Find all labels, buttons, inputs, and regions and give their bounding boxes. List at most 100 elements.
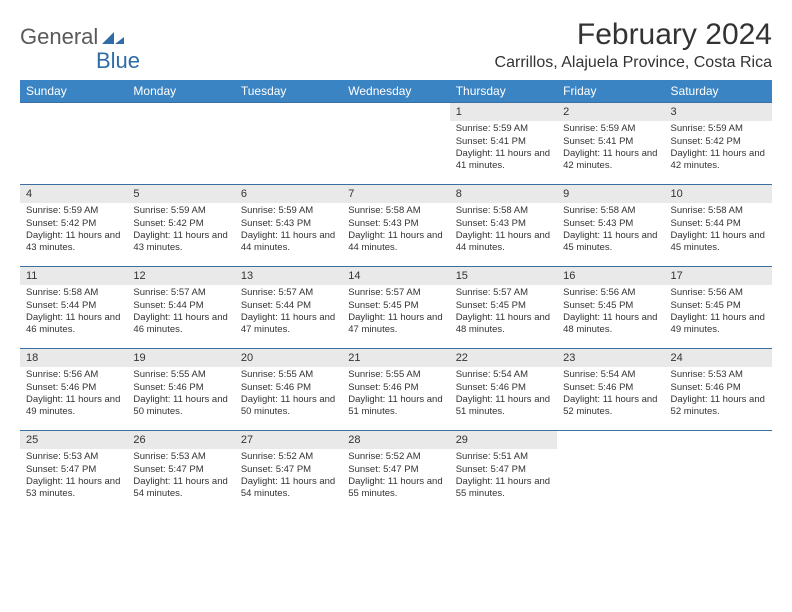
sunrise-line: Sunrise: 5:55 AM xyxy=(133,369,228,381)
sunset-line: Sunset: 5:43 PM xyxy=(456,218,551,230)
day-number: 27 xyxy=(235,431,342,449)
sunset-line: Sunset: 5:47 PM xyxy=(456,464,551,476)
daylight-line: Daylight: 11 hours and 51 minutes. xyxy=(456,394,551,419)
daylight-line: Daylight: 11 hours and 55 minutes. xyxy=(348,476,443,501)
calendar-table: SundayMondayTuesdayWednesdayThursdayFrid… xyxy=(20,80,772,513)
day-details: Sunrise: 5:54 AMSunset: 5:46 PMDaylight:… xyxy=(450,367,557,422)
weekday-header: Thursday xyxy=(450,80,557,103)
calendar-day-cell xyxy=(342,103,449,185)
day-number: 23 xyxy=(557,349,664,367)
calendar-day-cell: 23Sunrise: 5:54 AMSunset: 5:46 PMDayligh… xyxy=(557,349,664,431)
calendar-day-cell: 22Sunrise: 5:54 AMSunset: 5:46 PMDayligh… xyxy=(450,349,557,431)
daylight-line: Daylight: 11 hours and 44 minutes. xyxy=(348,230,443,255)
daylight-line: Daylight: 11 hours and 47 minutes. xyxy=(241,312,336,337)
sunrise-line: Sunrise: 5:56 AM xyxy=(671,287,766,299)
day-number: 24 xyxy=(665,349,772,367)
daylight-line: Daylight: 11 hours and 49 minutes. xyxy=(671,312,766,337)
sunrise-line: Sunrise: 5:52 AM xyxy=(348,451,443,463)
day-number: 17 xyxy=(665,267,772,285)
calendar-day-cell: 16Sunrise: 5:56 AMSunset: 5:45 PMDayligh… xyxy=(557,267,664,349)
day-details: Sunrise: 5:52 AMSunset: 5:47 PMDaylight:… xyxy=(235,449,342,504)
calendar-day-cell: 17 Sunrise: 5:56 AMSunset: 5:45 PMDayligh… xyxy=(665,267,772,349)
sunrise-line: Sunrise: 5:53 AM xyxy=(26,451,121,463)
calendar-day-cell: 8Sunrise: 5:58 AMSunset: 5:43 PMDaylight… xyxy=(450,185,557,267)
sunrise-line: Sunrise: 5:56 AM xyxy=(563,287,658,299)
sunset-line: Sunset: 5:45 PM xyxy=(348,300,443,312)
sunrise-line: Sunrise: 5:52 AM xyxy=(241,451,336,463)
day-number: 9 xyxy=(557,185,664,203)
calendar-day-cell: 2Sunrise: 5:59 AMSunset: 5:41 PMDaylight… xyxy=(557,103,664,185)
daylight-line: Daylight: 11 hours and 50 minutes. xyxy=(241,394,336,419)
calendar-day-cell xyxy=(557,431,664,513)
title-block: February 2024 Carrillos, Alajuela Provin… xyxy=(495,18,772,72)
calendar-day-cell: 21Sunrise: 5:55 AMSunset: 5:46 PMDayligh… xyxy=(342,349,449,431)
calendar-day-cell: 29Sunrise: 5:51 AMSunset: 5:47 PMDayligh… xyxy=(450,431,557,513)
calendar-day-cell: 20Sunrise: 5:55 AMSunset: 5:46 PMDayligh… xyxy=(235,349,342,431)
day-number: 7 xyxy=(342,185,449,203)
calendar-day-cell: 12Sunrise: 5:57 AMSunset: 5:44 PMDayligh… xyxy=(127,267,234,349)
sunset-line: Sunset: 5:46 PM xyxy=(241,382,336,394)
day-details: Sunrise: 5:57 AMSunset: 5:44 PMDaylight:… xyxy=(127,285,234,340)
day-number: 5 xyxy=(127,185,234,203)
day-details: Sunrise: 5:55 AMSunset: 5:46 PMDaylight:… xyxy=(235,367,342,422)
day-details: Sunrise: 5:58 AMSunset: 5:43 PMDaylight:… xyxy=(342,203,449,258)
sunrise-line: Sunrise: 5:59 AM xyxy=(133,205,228,217)
calendar-week-row: 18Sunrise: 5:56 AMSunset: 5:46 PMDayligh… xyxy=(20,349,772,431)
calendar-day-cell: 19Sunrise: 5:55 AMSunset: 5:46 PMDayligh… xyxy=(127,349,234,431)
sunset-line: Sunset: 5:43 PM xyxy=(563,218,658,230)
sunset-line: Sunset: 5:45 PM xyxy=(671,300,766,312)
calendar-day-cell: 28Sunrise: 5:52 AMSunset: 5:47 PMDayligh… xyxy=(342,431,449,513)
sunset-line: Sunset: 5:42 PM xyxy=(671,136,766,148)
sunrise-line: Sunrise: 5:59 AM xyxy=(456,123,551,135)
day-details: Sunrise: 5:56 AMSunset: 5:45 PMDaylight:… xyxy=(557,285,664,340)
daylight-line: Daylight: 11 hours and 52 minutes. xyxy=(563,394,658,419)
day-number: 3 xyxy=(665,103,772,121)
sunrise-line: Sunrise: 5:53 AM xyxy=(671,369,766,381)
calendar-day-cell: 14Sunrise: 5:57 AMSunset: 5:45 PMDayligh… xyxy=(342,267,449,349)
day-number: 4 xyxy=(20,185,127,203)
logo-text-blue: Blue xyxy=(96,48,140,73)
calendar-day-cell: 24Sunrise: 5:53 AMSunset: 5:46 PMDayligh… xyxy=(665,349,772,431)
sunrise-line: Sunrise: 5:59 AM xyxy=(26,205,121,217)
daylight-line: Daylight: 11 hours and 45 minutes. xyxy=(671,230,766,255)
day-details: Sunrise: 5:58 AMSunset: 5:43 PMDaylight:… xyxy=(557,203,664,258)
sunset-line: Sunset: 5:47 PM xyxy=(241,464,336,476)
daylight-line: Daylight: 11 hours and 44 minutes. xyxy=(241,230,336,255)
sunset-line: Sunset: 5:45 PM xyxy=(456,300,551,312)
day-details: Sunrise: 5:55 AMSunset: 5:46 PMDaylight:… xyxy=(342,367,449,422)
day-details: Sunrise: 5:57 AMSunset: 5:45 PMDaylight:… xyxy=(342,285,449,340)
sunrise-line: Sunrise: 5:55 AM xyxy=(241,369,336,381)
day-number: 2 xyxy=(557,103,664,121)
daylight-line: Daylight: 11 hours and 46 minutes. xyxy=(26,312,121,337)
day-number: 8 xyxy=(450,185,557,203)
day-details: Sunrise: 5:59 AMSunset: 5:41 PMDaylight:… xyxy=(557,121,664,176)
daylight-line: Daylight: 11 hours and 49 minutes. xyxy=(26,394,121,419)
day-number: 6 xyxy=(235,185,342,203)
header: GeneralBlue February 2024 Carrillos, Ala… xyxy=(20,18,772,74)
daylight-line: Daylight: 11 hours and 43 minutes. xyxy=(26,230,121,255)
sunset-line: Sunset: 5:44 PM xyxy=(26,300,121,312)
sunset-line: Sunset: 5:46 PM xyxy=(133,382,228,394)
sunrise-line: Sunrise: 5:59 AM xyxy=(671,123,766,135)
sunset-line: Sunset: 5:42 PM xyxy=(26,218,121,230)
day-details: Sunrise: 5:53 AMSunset: 5:46 PMDaylight:… xyxy=(665,367,772,422)
day-number: 13 xyxy=(235,267,342,285)
day-details: Sunrise: 5:55 AMSunset: 5:46 PMDaylight:… xyxy=(127,367,234,422)
sunset-line: Sunset: 5:43 PM xyxy=(241,218,336,230)
day-details: Sunrise: 5:59 AMSunset: 5:42 PMDaylight:… xyxy=(127,203,234,258)
daylight-line: Daylight: 11 hours and 42 minutes. xyxy=(563,148,658,173)
sunset-line: Sunset: 5:47 PM xyxy=(348,464,443,476)
day-details: Sunrise: 5:59 AMSunset: 5:43 PMDaylight:… xyxy=(235,203,342,258)
calendar-week-row: 1Sunrise: 5:59 AMSunset: 5:41 PMDaylight… xyxy=(20,103,772,185)
logo: GeneralBlue xyxy=(20,24,140,74)
sunrise-line: Sunrise: 5:56 AM xyxy=(26,369,121,381)
calendar-day-cell: 15Sunrise: 5:57 AMSunset: 5:45 PMDayligh… xyxy=(450,267,557,349)
sunset-line: Sunset: 5:43 PM xyxy=(348,218,443,230)
weekday-header: Sunday xyxy=(20,80,127,103)
calendar-day-cell: 25Sunrise: 5:53 AMSunset: 5:47 PMDayligh… xyxy=(20,431,127,513)
day-details: Sunrise: 5:57 AMSunset: 5:44 PMDaylight:… xyxy=(235,285,342,340)
sunset-line: Sunset: 5:44 PM xyxy=(671,218,766,230)
calendar-day-cell: 1Sunrise: 5:59 AMSunset: 5:41 PMDaylight… xyxy=(450,103,557,185)
sunrise-line: Sunrise: 5:57 AM xyxy=(348,287,443,299)
sunset-line: Sunset: 5:46 PM xyxy=(671,382,766,394)
